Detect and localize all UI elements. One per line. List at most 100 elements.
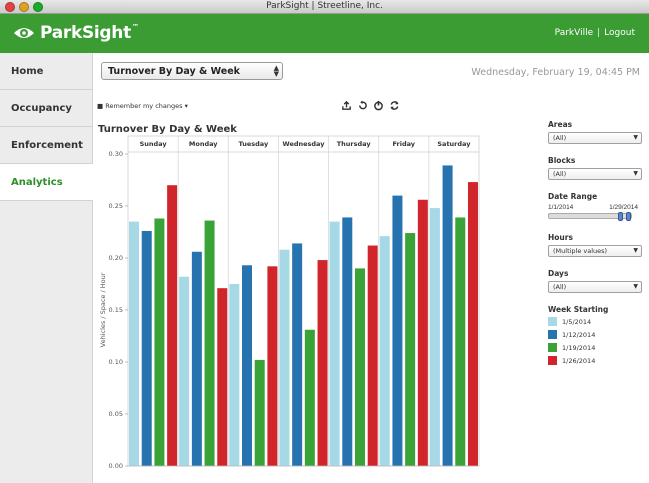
- export-icon[interactable]: [341, 100, 352, 111]
- date-start: 1/1/2014: [548, 204, 574, 211]
- legend-swatch: [548, 343, 557, 352]
- bar-monday-week-2[interactable]: [191, 251, 202, 466]
- app-header: ParkSight™ ParkVille | Logout: [0, 14, 649, 53]
- sidebar-item-analytics[interactable]: Analytics: [0, 164, 93, 201]
- hours-label: Hours: [548, 233, 573, 242]
- bar-monday-week-3[interactable]: [204, 220, 215, 466]
- date-range-slider[interactable]: [548, 212, 632, 221]
- bar-thursday-week-4[interactable]: [367, 245, 378, 466]
- y-tick-label: 0.10: [109, 358, 123, 366]
- y-tick-label: 0.20: [109, 254, 123, 262]
- dropdown-caret-icon: ▾: [182, 102, 188, 110]
- bar-monday-week-4[interactable]: [217, 288, 228, 466]
- brand-name: ParkSight: [40, 23, 131, 43]
- logout-link[interactable]: Logout: [604, 28, 635, 38]
- bar-sunday-week-3[interactable]: [154, 218, 165, 466]
- bar-sunday-week-2[interactable]: [141, 230, 152, 466]
- zoom-window-button[interactable]: [33, 2, 43, 12]
- bar-saturday-week-4[interactable]: [467, 182, 478, 466]
- remember-changes-toggle[interactable]: ■ Remember my changes ▾: [97, 102, 188, 110]
- blocks-select[interactable]: (All) ▼: [548, 168, 642, 180]
- range-start-handle[interactable]: [618, 212, 623, 221]
- legend-swatch: [548, 356, 557, 365]
- legend-item[interactable]: 1/12/2014: [548, 330, 644, 339]
- sidebar-nav: Home Occupancy Enforcement Analytics: [0, 53, 93, 483]
- week-starting-label: Week Starting: [548, 305, 609, 314]
- y-axis-title: Vehicles / Space / Hour: [99, 272, 107, 347]
- refresh-icon[interactable]: [389, 100, 400, 111]
- minimize-window-button[interactable]: [19, 2, 29, 12]
- legend-label: 1/26/2014: [562, 356, 596, 365]
- y-tick-label: 0.00: [109, 462, 123, 470]
- bar-monday-week-1[interactable]: [179, 276, 190, 466]
- bar-tuesday-week-4[interactable]: [267, 266, 278, 466]
- areas-value: (All): [553, 134, 567, 142]
- sidebar-item-enforcement[interactable]: Enforcement: [0, 127, 92, 164]
- legend-swatch: [548, 317, 557, 326]
- bar-saturday-week-3[interactable]: [455, 217, 466, 466]
- close-window-button[interactable]: [5, 2, 15, 12]
- updown-arrows-icon: ▲ ▼: [273, 64, 279, 78]
- current-datetime: Wednesday, February 19, 04:45 PM: [471, 67, 640, 78]
- sidebar-item-occupancy[interactable]: Occupancy: [0, 90, 92, 127]
- bar-wednesday-week-4[interactable]: [317, 260, 328, 466]
- link-separator: |: [597, 28, 601, 38]
- y-tick-label: 0.30: [109, 150, 123, 158]
- range-end-handle[interactable]: [626, 212, 631, 221]
- chart-toolbar: [341, 100, 400, 111]
- sidebar-item-home[interactable]: Home: [0, 53, 92, 90]
- bar-thursday-week-3[interactable]: [354, 268, 365, 466]
- bar-tuesday-week-1[interactable]: [229, 284, 240, 466]
- bar-tuesday-week-2[interactable]: [242, 265, 253, 466]
- blocks-value: (All): [553, 170, 567, 178]
- bar-saturday-week-2[interactable]: [442, 165, 453, 466]
- bar-thursday-week-1[interactable]: [329, 221, 340, 466]
- date-end: 1/29/2014: [609, 204, 638, 211]
- remember-label: Remember my changes: [105, 102, 183, 110]
- bar-friday-week-4[interactable]: [417, 199, 428, 466]
- legend-item[interactable]: 1/5/2014: [548, 317, 644, 326]
- chevron-down-icon: ▼: [633, 283, 638, 290]
- legend-label: 1/12/2014: [562, 330, 596, 339]
- y-tick-label: 0.05: [109, 410, 123, 418]
- report-select[interactable]: Turnover By Day & Week ▲ ▼: [101, 62, 283, 80]
- hours-value: (Multiple values): [553, 247, 608, 255]
- days-label: Days: [548, 269, 569, 278]
- y-tick-label: 0.15: [109, 306, 123, 314]
- bar-friday-week-2[interactable]: [392, 195, 403, 466]
- day-label-friday: Friday: [393, 140, 416, 148]
- date-range-values: 1/1/2014 1/29/2014: [548, 204, 638, 211]
- bar-sunday-week-1[interactable]: [129, 221, 140, 466]
- bar-friday-week-3[interactable]: [405, 233, 416, 466]
- legend-label: 1/19/2014: [562, 343, 596, 352]
- bar-saturday-week-1[interactable]: [429, 208, 440, 466]
- undo-icon[interactable]: [357, 100, 368, 111]
- turnover-bar-chart: 0.30 0.25 0.20 0.15 0.10 0.05 0.00 Vehicles / S…: [99, 135, 480, 470]
- legend-label: 1/5/2014: [562, 317, 592, 326]
- bar-tuesday-week-3[interactable]: [254, 359, 265, 466]
- blocks-label: Blocks: [548, 156, 576, 165]
- city-link[interactable]: ParkVille: [554, 28, 594, 38]
- report-select-value: Turnover By Day & Week: [108, 66, 240, 77]
- brand-logo[interactable]: ParkSight™: [40, 23, 139, 43]
- bar-sunday-week-4[interactable]: [167, 185, 178, 466]
- legend-item[interactable]: 1/26/2014: [548, 356, 644, 365]
- header-links: ParkVille | Logout: [555, 28, 635, 38]
- areas-select[interactable]: (All) ▼: [548, 132, 642, 144]
- y-tick-label: 0.25: [109, 202, 123, 210]
- hours-select[interactable]: (Multiple values) ▼: [548, 245, 642, 257]
- revert-icon[interactable]: [373, 100, 384, 111]
- day-label-sunday: Sunday: [140, 140, 168, 148]
- bar-wednesday-week-3[interactable]: [304, 329, 315, 466]
- bar-wednesday-week-2[interactable]: [292, 243, 303, 466]
- bar-friday-week-1[interactable]: [379, 236, 390, 466]
- bar-wednesday-week-1[interactable]: [279, 249, 290, 466]
- window-title: ParkSight | Streetline, Inc.: [266, 1, 383, 11]
- legend-item[interactable]: 1/19/2014: [548, 343, 644, 352]
- days-select[interactable]: (All) ▼: [548, 281, 642, 293]
- day-label-tuesday: Tuesday: [239, 140, 269, 148]
- bar-thursday-week-2[interactable]: [342, 217, 353, 466]
- chevron-down-icon: ▼: [633, 170, 638, 177]
- chart-title: Turnover By Day & Week: [98, 124, 237, 135]
- days-value: (All): [553, 283, 567, 291]
